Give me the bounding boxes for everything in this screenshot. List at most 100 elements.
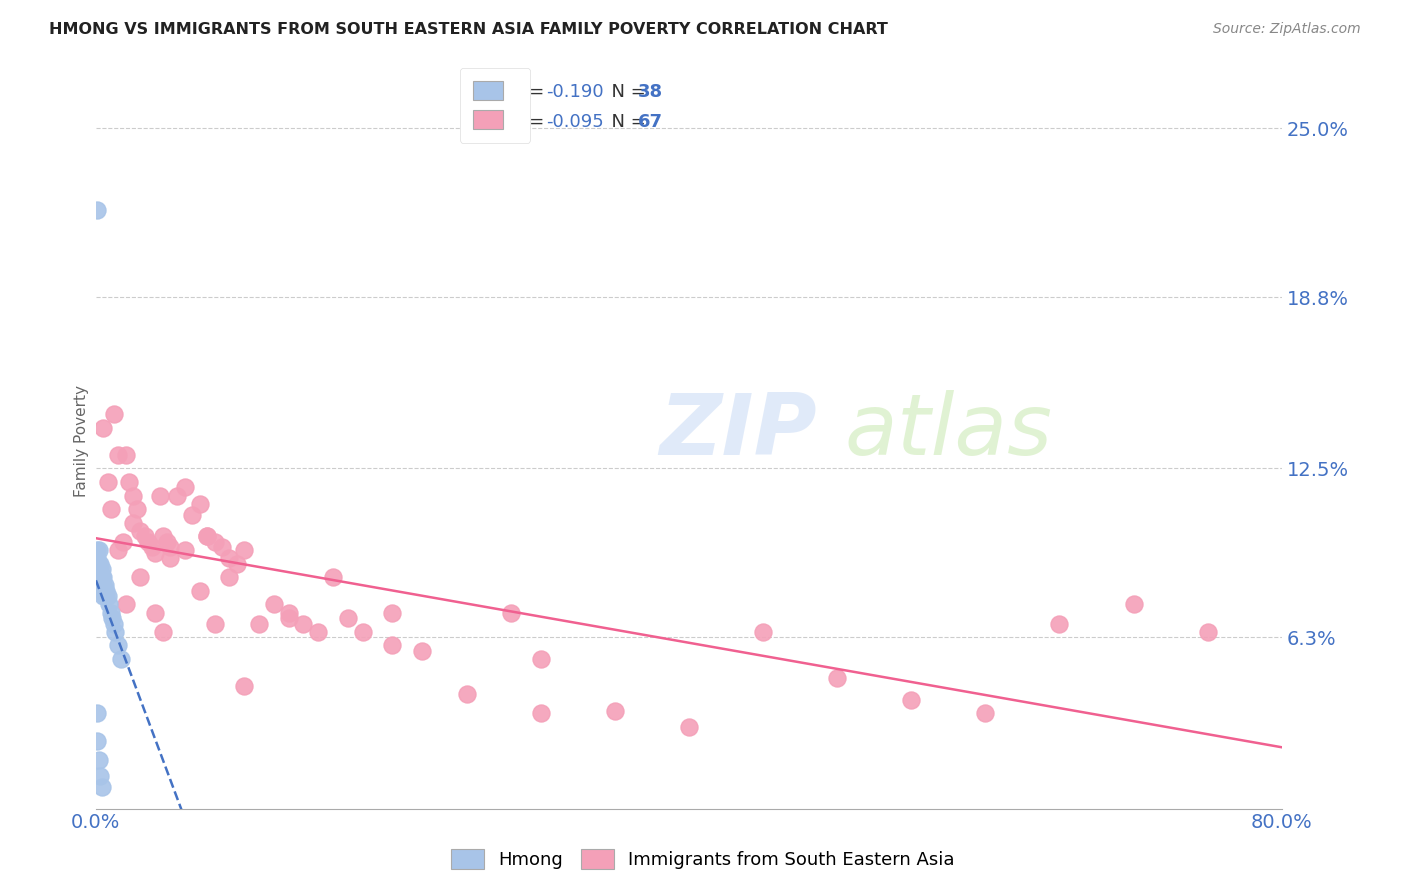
Point [127,502,149,516]
Point [86,551,108,566]
Point [89,557,111,571]
Point [89,570,111,584]
Point [90,578,112,592]
Point [159,551,181,566]
Point [152,624,174,639]
Point [322,570,344,584]
Point [974,706,997,721]
Point [156,535,179,549]
Point [122,489,145,503]
Point [107,638,129,652]
Point [97,590,120,604]
Point [277,606,299,620]
Text: Source: ZipAtlas.com: Source: ZipAtlas.com [1213,22,1361,37]
Text: 67: 67 [638,112,662,130]
Point [89,578,111,592]
Point [87,557,110,571]
Point [233,543,256,558]
Point [86,202,108,217]
Point [204,616,226,631]
Point [752,624,775,639]
Point [94,578,117,592]
Point [1197,624,1219,639]
Point [181,508,204,522]
Point [91,590,114,604]
Point [188,583,211,598]
Point [225,557,247,571]
Point [86,706,108,721]
Point [86,733,108,747]
Point [188,497,211,511]
Point [114,598,136,612]
Point [129,524,152,538]
Point [825,671,848,685]
Point [456,687,478,701]
Text: R =: R = [510,112,550,130]
Point [114,448,136,462]
Text: N =: N = [600,83,651,102]
Point [89,769,111,783]
Point [129,570,152,584]
Point [277,611,299,625]
Point [336,611,359,625]
Point [96,583,118,598]
Point [90,570,112,584]
Point [87,753,110,767]
Point [218,570,240,584]
Point [900,692,922,706]
Point [87,575,110,590]
Point [96,590,118,604]
Point [107,543,129,558]
Point [159,541,181,555]
Point [530,652,553,666]
Point [117,475,139,489]
Point [90,583,112,598]
Point [263,598,285,612]
Point [603,704,626,718]
Point [307,624,329,639]
Text: 38: 38 [638,83,664,102]
Point [122,516,145,530]
Point [90,562,112,576]
Point [89,562,111,576]
Point [195,529,218,543]
Point [292,616,315,631]
Point [87,562,110,576]
Point [90,780,112,794]
Text: ZIP: ZIP [659,390,817,473]
Point [101,611,124,625]
Point [107,448,129,462]
Point [218,551,240,566]
Point [173,543,195,558]
Point [98,598,121,612]
Point [94,583,117,598]
Point [143,546,166,560]
Text: R =: R = [510,83,550,102]
Legend: Hmong, Immigrants from South Eastern Asia: Hmong, Immigrants from South Eastern Asi… [443,839,963,879]
Point [143,606,166,620]
Point [411,644,433,658]
Point [149,489,172,503]
Point [381,638,404,652]
Point [247,616,270,631]
Point [530,706,553,721]
Point [136,535,159,549]
Y-axis label: Family Poverty: Family Poverty [75,385,89,497]
Point [233,679,256,693]
Point [111,535,134,549]
Point [110,652,132,666]
Point [1049,616,1071,631]
Point [100,502,122,516]
Text: atlas: atlas [845,390,1053,473]
Point [86,557,108,571]
Point [141,541,163,555]
Point [91,570,114,584]
Point [87,543,110,558]
Point [86,543,108,558]
Point [204,535,226,549]
Point [211,541,233,555]
Point [103,407,125,421]
Point [134,529,156,543]
Point [152,529,174,543]
Point [195,529,218,543]
